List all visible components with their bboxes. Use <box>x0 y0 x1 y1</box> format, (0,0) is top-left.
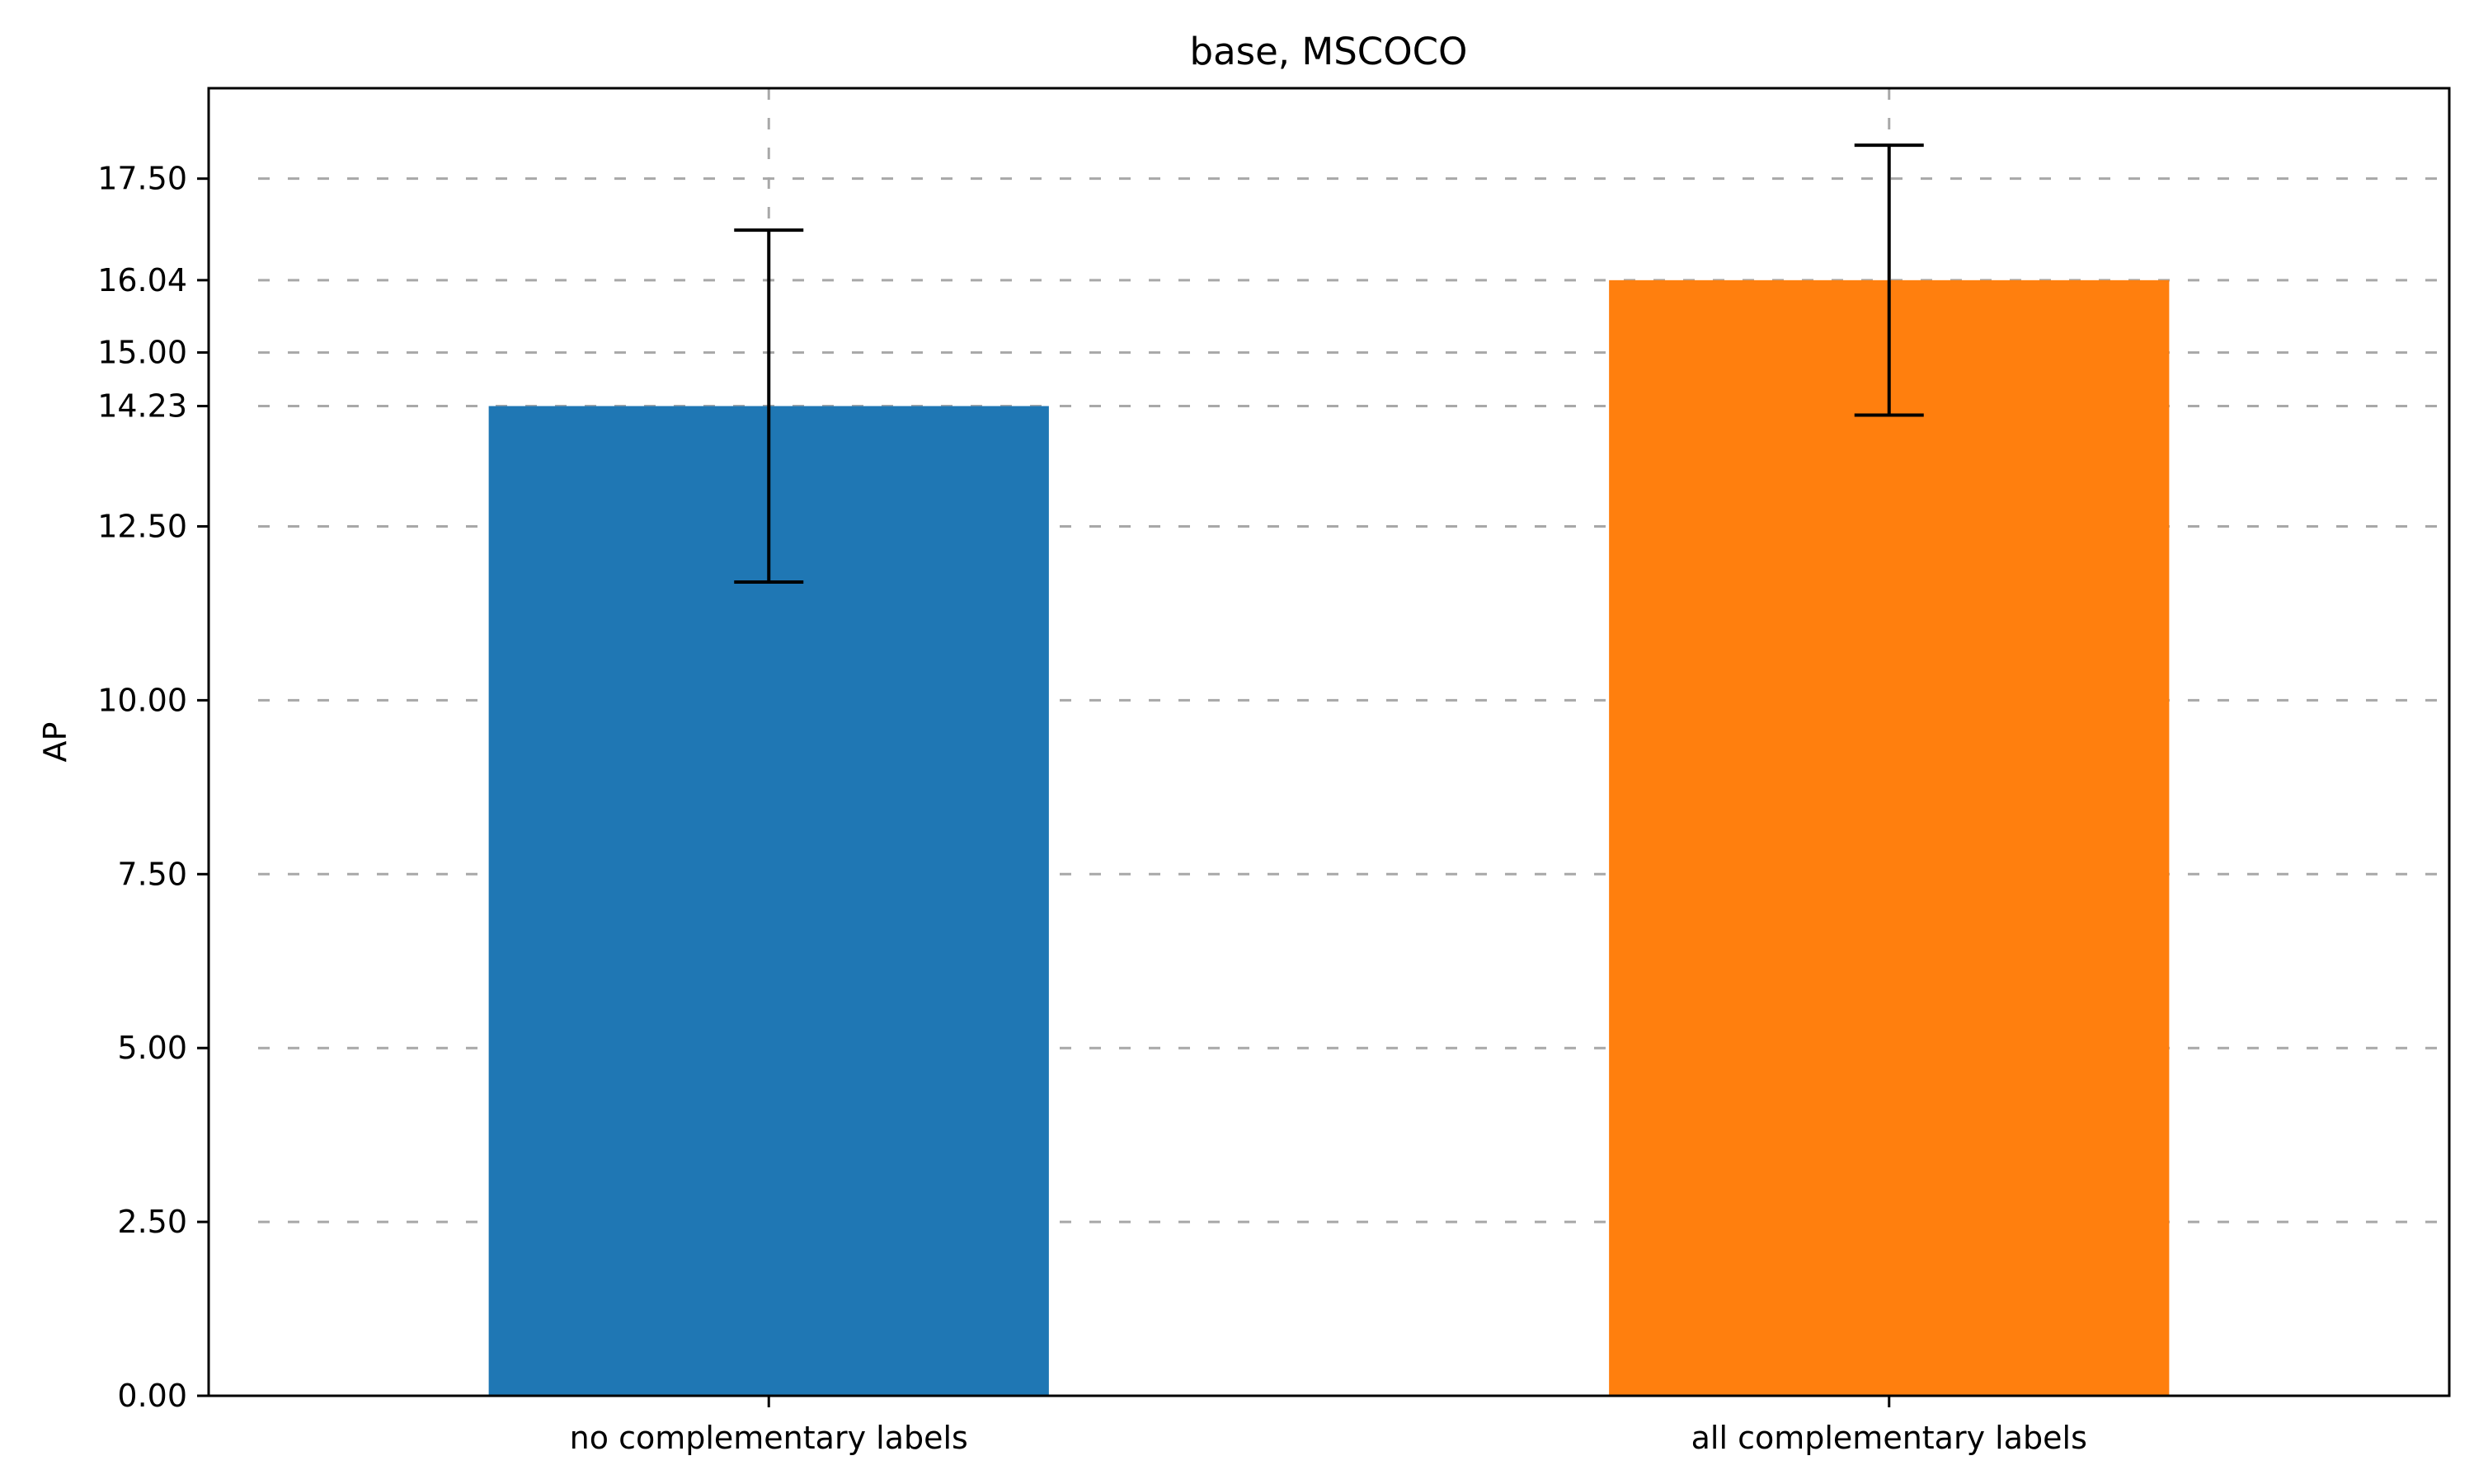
bar-2 <box>1609 279 2170 1397</box>
y-tick-label: 7.50 <box>117 856 187 892</box>
x-ticks: no complementary labels all complementary… <box>570 1396 2087 1456</box>
y-axis-label: AP <box>37 722 73 763</box>
y-tick-label: 16.04 <box>97 262 187 298</box>
bars <box>488 279 2170 1397</box>
x-tick-label: no complementary labels <box>570 1420 968 1456</box>
y-tick-label: 15.00 <box>97 335 187 371</box>
y-tick-label: 5.00 <box>117 1030 187 1066</box>
x-tick-label: all complementary labels <box>1691 1420 2087 1456</box>
y-tick-label: 0.00 <box>117 1378 187 1414</box>
y-tick-label: 12.50 <box>97 508 187 544</box>
axes <box>207 87 2451 1397</box>
y-tick-label: 14.23 <box>97 388 187 425</box>
error-bars <box>734 143 1924 584</box>
plot-frame <box>207 87 2451 1397</box>
y-tick-label: 2.50 <box>117 1204 187 1240</box>
y-tick-label: 10.00 <box>97 682 187 718</box>
chart-title: base, MSCOCO <box>1190 30 1468 73</box>
y-tick-label: 17.50 <box>97 161 187 197</box>
y-ticks: 0.00 2.50 5.00 7.50 10.00 12.50 14.23 15.00 16.0… <box>97 161 209 1414</box>
